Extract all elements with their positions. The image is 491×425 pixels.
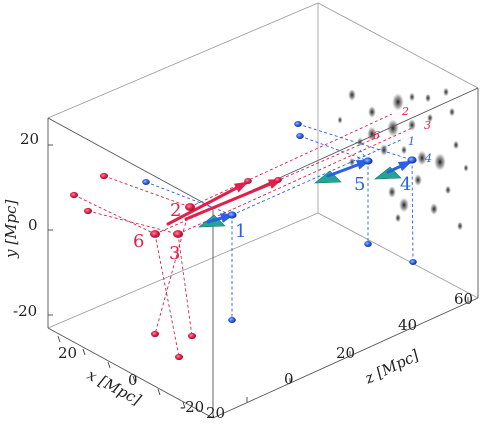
density-blob [434, 153, 446, 171]
red-point [173, 230, 183, 238]
box-front-edges [47, 87, 479, 419]
density-blob [409, 92, 415, 102]
red-point [244, 178, 252, 184]
density-blob [453, 140, 459, 150]
density-blob [417, 150, 427, 166]
density-blob [337, 116, 343, 124]
red-label-far: 6 [373, 129, 380, 142]
red-projection-line [103, 175, 191, 208]
blue-point [409, 259, 417, 265]
z-tick-label: 0 [284, 370, 294, 388]
y-tick-label: -20 [13, 302, 37, 320]
density-blob [449, 107, 455, 117]
red-direction-vector [166, 181, 248, 226]
density-blob [408, 119, 416, 131]
red-direction-vector [184, 178, 282, 221]
y-axis-label: y [Mpc] [2, 200, 20, 259]
red-projection-line [177, 127, 413, 235]
blue-point [364, 241, 372, 247]
red-projection-line [73, 194, 156, 235]
z-tick-label: 20 [336, 344, 355, 362]
red-point [151, 330, 159, 338]
density-blob [387, 119, 399, 137]
density-blob [445, 185, 451, 195]
y-tick-label: 20 [20, 130, 39, 148]
blue-label-near: 1 [235, 221, 246, 242]
axis-labels: y [Mpc] x [Mpc] z [Mpc] [2, 200, 422, 409]
z-axis-label: z [Mpc] [361, 346, 422, 388]
x-tick-label: 0 [128, 371, 138, 389]
blue-projection-line [411, 159, 414, 263]
box-back-edges [47, 2, 479, 329]
density-blob [463, 164, 469, 172]
blue-point [142, 179, 150, 185]
tick-labels: 20 0 -20 20 0 -20 0 20 40 60 20 [13, 130, 473, 422]
blue-projection-line [299, 135, 369, 162]
density-blob [430, 203, 438, 215]
density-blob [425, 93, 431, 103]
density-blob [367, 126, 377, 142]
tick-marks [48, 144, 469, 409]
density-blob [392, 93, 404, 111]
density-blob [395, 213, 401, 223]
red-point [70, 191, 78, 199]
density-map [337, 87, 469, 231]
red-point [175, 353, 183, 361]
red-label-near: 3 [169, 243, 180, 264]
red-point [150, 230, 160, 238]
red-label-near: 6 [133, 231, 144, 252]
density-blob [427, 113, 433, 123]
blue-point [227, 211, 237, 219]
blue-projection-line [231, 138, 404, 216]
blue-point [294, 121, 302, 127]
blue-label-near: 4 [400, 174, 411, 195]
density-blob [457, 221, 463, 231]
red-point [84, 207, 92, 215]
blue-point [363, 157, 373, 165]
density-blob [401, 145, 407, 155]
x-tick-label: 20 [58, 344, 77, 362]
red-label-near: 2 [170, 200, 181, 221]
blue-projection-line [297, 123, 413, 161]
density-blob [349, 157, 355, 167]
red-label-far: 3 [424, 119, 431, 132]
red-projection-line [177, 233, 193, 337]
blue-arrowhead [397, 160, 413, 172]
x-tick-label: -20 [180, 398, 204, 416]
density-blob [348, 89, 356, 101]
blue-point [407, 156, 417, 164]
red-projection-line [87, 210, 179, 235]
red-point [185, 203, 195, 211]
structure-labels: 2 6 3 1 5 4 2 6 3 1 4 [133, 105, 432, 264]
density-blob [414, 174, 422, 186]
z-tick-label: 20 [206, 404, 225, 420]
red-label-far: 2 [401, 105, 409, 118]
red-point [188, 332, 196, 340]
density-blob [388, 186, 396, 198]
density-blob [368, 106, 376, 118]
blue-label-far: 1 [408, 135, 415, 148]
density-blob [380, 144, 388, 156]
red-projection-line [154, 233, 180, 358]
blue-label-near: 5 [354, 174, 365, 195]
red-projection-line [189, 113, 393, 208]
blue-projection-line [145, 181, 233, 216]
blue-point [296, 133, 304, 139]
density-blob [399, 197, 409, 213]
z-tick-label: 40 [398, 316, 417, 334]
y-tick-label: 0 [28, 216, 38, 234]
red-point [274, 177, 282, 183]
density-blob [443, 87, 449, 97]
red-arrowhead [233, 181, 249, 193]
z-tick-label: 60 [454, 290, 473, 308]
blue-label-far: 4 [424, 152, 432, 165]
data-marks [70, 113, 417, 361]
red-point [100, 172, 108, 180]
blue-point [228, 317, 236, 323]
